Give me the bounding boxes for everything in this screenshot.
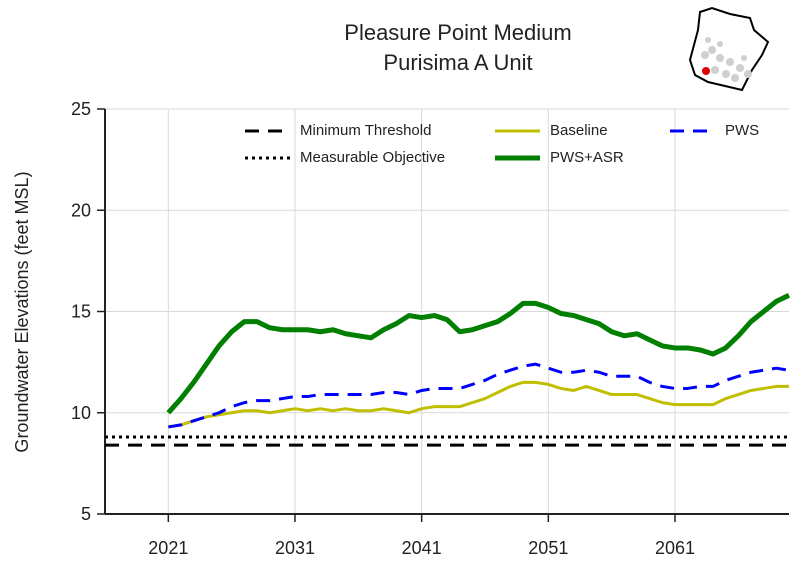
legend-label: Minimum Threshold (300, 122, 431, 139)
x-tick-label: 2051 (528, 538, 568, 558)
y-axis-label: Groundwater Elevations (feet MSL) (12, 171, 32, 452)
map-inset (688, 6, 770, 92)
x-tick-label: 2061 (655, 538, 695, 558)
x-tick-label: 2021 (148, 538, 188, 558)
x-tick-label: 2041 (402, 538, 442, 558)
y-tick-label: 5 (81, 504, 91, 524)
y-tick-label: 20 (71, 200, 91, 220)
legend-label: Baseline (550, 122, 608, 139)
y-tick-label: 15 (71, 302, 91, 322)
series-line (168, 380, 789, 429)
y-tick-label: 10 (71, 403, 91, 423)
chart-title: Pleasure Point Medium (344, 20, 571, 45)
legend-label: PWS+ASR (550, 149, 624, 166)
series-line (166, 293, 790, 415)
series-line (168, 362, 790, 429)
y-tick-label: 25 (71, 99, 91, 119)
legend-label: PWS (725, 122, 759, 139)
x-tick-label: 2031 (275, 538, 315, 558)
legend-label: Measurable Objective (300, 149, 445, 166)
chart-title: Purisima A Unit (383, 50, 532, 75)
